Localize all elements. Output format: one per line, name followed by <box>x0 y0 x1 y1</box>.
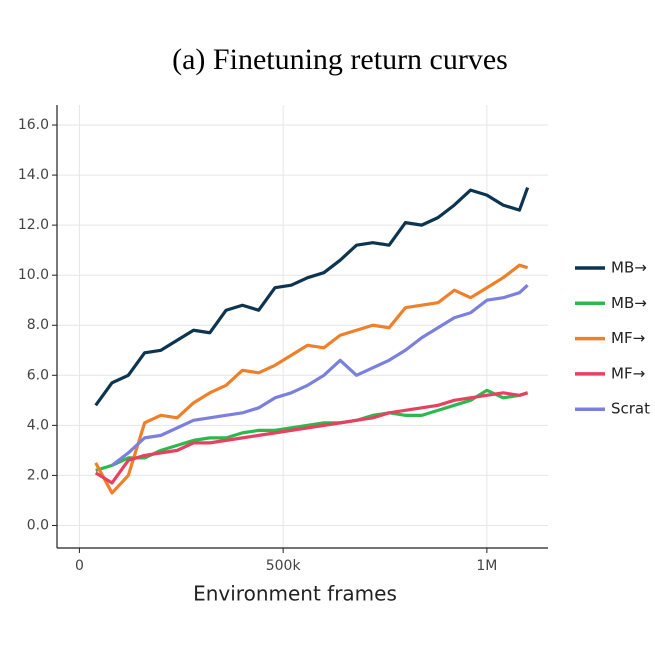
legend-label: MF→ <box>611 364 645 382</box>
series-line <box>111 284 529 467</box>
y-tick-label: 6.0 <box>27 367 49 383</box>
x-axis-label: Environment frames <box>193 582 397 606</box>
series-line <box>94 187 530 407</box>
chart-title: (a) Finetuning return curves <box>172 43 508 76</box>
y-tick-label: 0.0 <box>27 517 49 533</box>
legend-label: MB→ <box>611 294 647 312</box>
legend-label: MB→ <box>611 259 647 277</box>
x-tick-label: 0 <box>75 558 84 574</box>
series-line <box>94 391 529 485</box>
series-line <box>94 263 529 495</box>
y-tick-label: 12.0 <box>18 217 49 233</box>
y-tick-label: 2.0 <box>27 467 49 483</box>
y-tick-label: 10.0 <box>18 267 49 283</box>
legend-label: Scrat <box>611 400 650 418</box>
legend-label: MF→ <box>611 329 645 347</box>
x-tick-label: 1M <box>476 558 497 574</box>
plot-lines <box>94 187 530 495</box>
y-tick-label: 14.0 <box>18 167 49 183</box>
y-tick-label: 8.0 <box>27 317 49 333</box>
x-tick-label: 500k <box>266 558 302 574</box>
series-line <box>95 388 529 472</box>
legend: MB→ MB→ MF→ MF→ Scrat <box>575 259 650 418</box>
y-tick-label: 4.0 <box>27 417 49 433</box>
y-tick-label: 16.0 <box>18 117 49 133</box>
grid: 0.0 2.0 4.0 6.0 8.0 10.0 12.0 14.0 16.0 0 500k 1M <box>18 105 548 574</box>
